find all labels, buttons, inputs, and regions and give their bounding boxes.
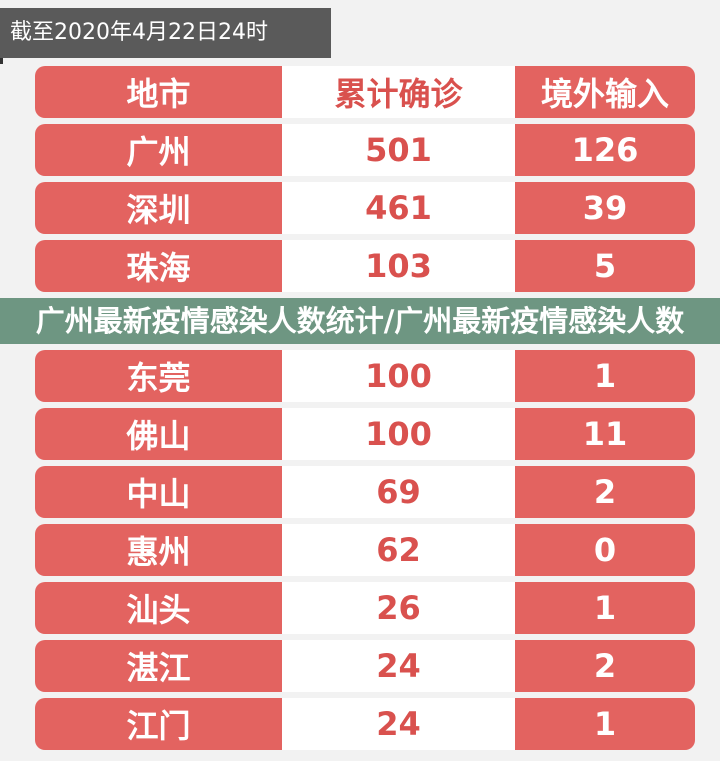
city-cell: 惠州 (35, 524, 282, 576)
imported-cell: 2 (515, 640, 695, 692)
city-cell: 深圳 (35, 182, 282, 234)
imported-cell: 126 (515, 124, 695, 176)
overlay-title: 广州最新疫情感染人数统计/广州最新疫情感染人数 (0, 298, 720, 344)
table-row: 深圳 461 39 (35, 182, 695, 234)
header-confirmed: 累计确诊 (282, 66, 515, 118)
table-row: 东莞 100 1 (35, 350, 695, 402)
header-city: 地市 (35, 66, 282, 118)
timestamp-label: 截至2020年4月22日24时 (0, 8, 331, 58)
confirmed-cell: 501 (282, 124, 515, 176)
imported-cell: 1 (515, 350, 695, 402)
city-cell: 中山 (35, 466, 282, 518)
table-row: 惠州 62 0 (35, 524, 695, 576)
confirmed-cell: 62 (282, 524, 515, 576)
city-cell: 珠海 (35, 240, 282, 292)
city-cell: 佛山 (35, 408, 282, 460)
table-row: 中山 69 2 (35, 466, 695, 518)
imported-cell: 5 (515, 240, 695, 292)
confirmed-cell: 103 (282, 240, 515, 292)
table-row: 珠海 103 5 (35, 240, 695, 292)
table-row: 广州 501 126 (35, 124, 695, 176)
confirmed-cell: 100 (282, 408, 515, 460)
header-imported: 境外输入 (515, 66, 695, 118)
confirmed-cell: 69 (282, 466, 515, 518)
table-row: 汕头 26 1 (35, 582, 695, 634)
city-cell: 汕头 (35, 582, 282, 634)
divider (0, 58, 3, 64)
table-row: 佛山 100 11 (35, 408, 695, 460)
imported-cell: 39 (515, 182, 695, 234)
confirmed-cell: 24 (282, 640, 515, 692)
city-cell: 江门 (35, 698, 282, 750)
imported-cell: 1 (515, 698, 695, 750)
confirmed-cell: 24 (282, 698, 515, 750)
confirmed-cell: 100 (282, 350, 515, 402)
city-cell: 广州 (35, 124, 282, 176)
imported-cell: 11 (515, 408, 695, 460)
confirmed-cell: 461 (282, 182, 515, 234)
table-header: 地市 累计确诊 境外输入 (35, 66, 695, 118)
imported-cell: 1 (515, 582, 695, 634)
table-row: 江门 24 1 (35, 698, 695, 750)
city-cell: 湛江 (35, 640, 282, 692)
table-row: 湛江 24 2 (35, 640, 695, 692)
imported-cell: 2 (515, 466, 695, 518)
imported-cell: 0 (515, 524, 695, 576)
confirmed-cell: 26 (282, 582, 515, 634)
city-cell: 东莞 (35, 350, 282, 402)
